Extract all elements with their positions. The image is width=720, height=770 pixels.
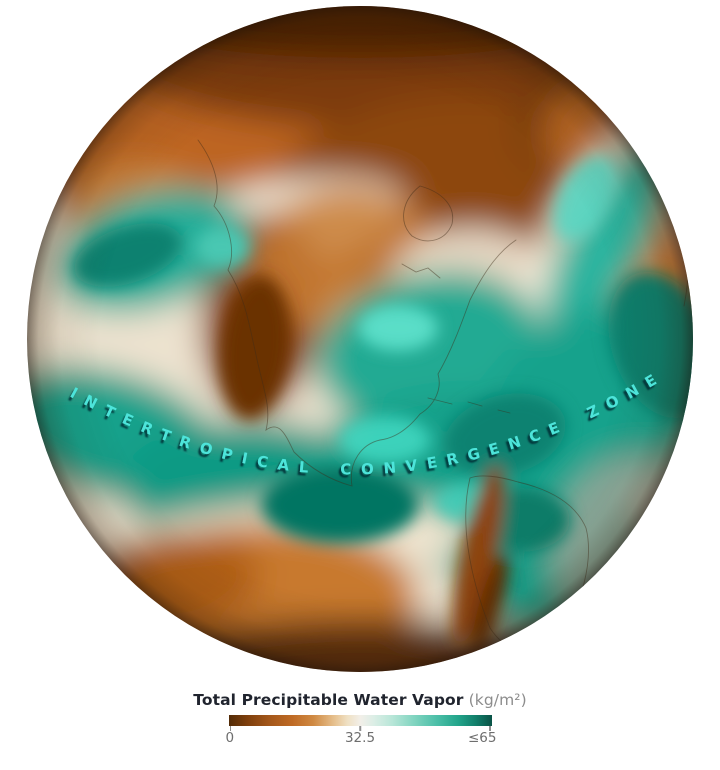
colorbar-wrap	[228, 715, 492, 731]
colorbar-tick-min	[229, 726, 231, 731]
colorbar-label-mid: 32.5	[344, 730, 376, 746]
colorbar-label-min: 0	[225, 730, 235, 746]
legend-units: (kg/m²)	[468, 691, 527, 709]
legend: Total Precipitable Water Vapor (kg/m²) 0…	[0, 691, 720, 747]
colorbar	[228, 715, 492, 726]
colorbar-label-max: ≤65	[468, 730, 497, 746]
colorbar-tick-max	[489, 726, 491, 731]
colorbar-labels: 0 32.5 ≤65	[225, 730, 497, 747]
legend-title: Total Precipitable Water Vapor (kg/m²)	[0, 691, 720, 709]
legend-title-text: Total Precipitable Water Vapor	[193, 691, 464, 709]
colorbar-tick-mid	[359, 726, 361, 731]
globe-limb-shading	[27, 6, 693, 672]
